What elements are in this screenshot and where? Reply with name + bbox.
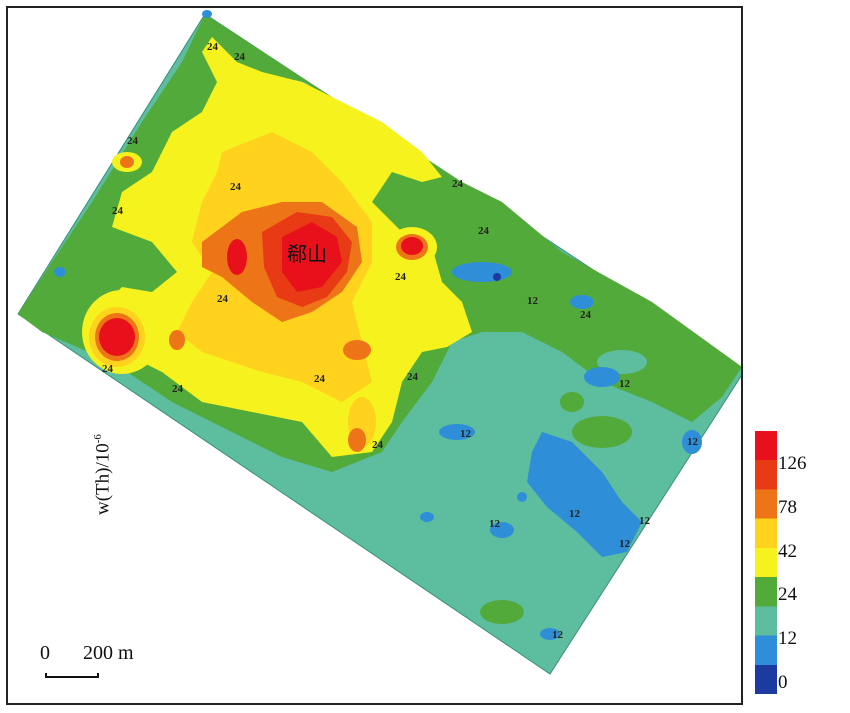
contour-zone-blue [540, 628, 560, 640]
contour-zone-blue [202, 10, 212, 18]
legend-tick: 126 [778, 453, 807, 474]
contour-zone-blue [527, 432, 642, 557]
contour-zone-green [572, 416, 632, 448]
contour-label: 24 [234, 51, 246, 63]
scale-zero-label: 0 [40, 642, 50, 664]
contour-zone-blue [570, 295, 594, 309]
contour-label: 12 [460, 428, 472, 440]
contour-label: 12 [687, 436, 699, 448]
contour-zone-blue [584, 367, 620, 387]
contour-label: 24 [395, 271, 407, 283]
contour-label: 12 [489, 518, 501, 530]
scale-line [45, 673, 99, 678]
thorium-contour-map: 24 24 24 24 24 24 24 24 24 24 24 24 24 1… [17, 10, 741, 675]
contour-zone-red [282, 222, 342, 292]
contour-label: 12 [527, 295, 539, 307]
legend-tick: 24 [778, 584, 797, 605]
contour-label-group: 24 24 24 24 24 24 24 24 24 24 24 24 24 1… [102, 41, 699, 641]
contour-zone-red [99, 318, 135, 356]
color-legend: 126 78 42 24 12 0 [750, 425, 850, 700]
contour-zone-red [227, 239, 247, 275]
contour-zone-blue [682, 430, 702, 454]
contour-label: 12 [552, 629, 564, 641]
contour-zone-orange [120, 156, 134, 168]
contour-label: 12 [619, 378, 631, 390]
contour-zone-orange [343, 340, 371, 360]
contour-zone-green [480, 600, 524, 624]
legend-title-exponent: -6 [92, 434, 104, 444]
contour-zone-orange [348, 428, 366, 452]
contour-zone-blue [439, 424, 475, 440]
scale-bar: 0 200 m [38, 640, 168, 680]
contour-label: 24 [314, 373, 326, 385]
contour-label: 24 [172, 383, 184, 395]
contour-zone-blue [420, 512, 434, 522]
legend-tick: 12 [778, 628, 797, 649]
contour-zone-blue [452, 262, 512, 282]
contour-zone-red [401, 237, 423, 255]
legend-tick: 42 [778, 541, 797, 562]
contour-zone-blue [490, 522, 514, 538]
contour-label: 24 [407, 371, 419, 383]
contour-label: 24 [217, 293, 229, 305]
contour-label: 12 [619, 538, 631, 550]
legend-tick: 78 [778, 497, 797, 518]
legend-title: w(Th)/10-6 [92, 434, 114, 515]
contour-zone-blue [493, 273, 501, 281]
legend-color-bar [755, 431, 777, 694]
contour-label: 24 [207, 41, 219, 53]
contour-zone-blue [517, 492, 527, 502]
contour-label: 24 [230, 181, 242, 193]
contour-label: 12 [639, 515, 651, 527]
contour-zone-orange [169, 330, 185, 350]
contour-label: 24 [102, 363, 114, 375]
scale-distance-label: 200 m [83, 642, 134, 664]
contour-zone-green [560, 392, 584, 412]
contour-label: 12 [569, 508, 581, 520]
place-label: 郗山 [287, 242, 327, 266]
contour-label: 24 [127, 135, 139, 147]
contour-zone-blue [54, 267, 66, 277]
contour-label: 24 [580, 309, 592, 321]
contour-label: 24 [452, 178, 464, 190]
legend-tick: 0 [778, 672, 788, 693]
contour-label: 24 [372, 439, 384, 451]
legend-title-text: w(Th)/10 [92, 443, 114, 515]
contour-label: 24 [112, 205, 124, 217]
map-frame: 24 24 24 24 24 24 24 24 24 24 24 24 24 1… [6, 6, 743, 705]
contour-label: 24 [478, 225, 490, 237]
